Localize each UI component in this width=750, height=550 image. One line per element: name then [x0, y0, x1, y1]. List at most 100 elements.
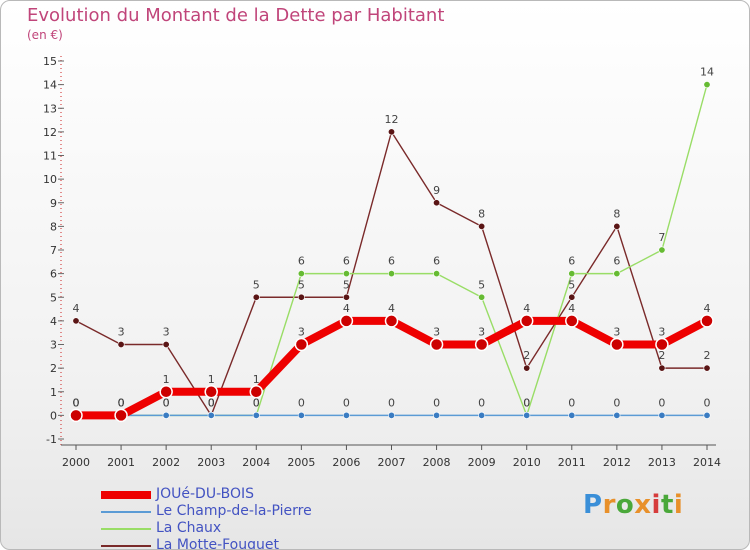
- x-tick-label: 2010: [513, 456, 541, 469]
- data-label: 1: [208, 373, 215, 386]
- data-label: 0: [163, 396, 170, 409]
- data-point: [568, 293, 576, 301]
- data-label: 8: [613, 207, 620, 220]
- data-label: 0: [613, 396, 620, 409]
- data-point: [658, 411, 666, 419]
- data-point: [207, 411, 215, 419]
- data-label: 6: [343, 255, 350, 268]
- proxiti-logo: Proxiti: [583, 490, 683, 520]
- data-label: 14: [700, 66, 714, 79]
- y-tick-label: 15: [43, 55, 57, 68]
- logo-letter: o: [615, 490, 635, 520]
- x-tick-label: 2007: [378, 456, 406, 469]
- y-tick-label: 11: [43, 150, 57, 163]
- data-label: 0: [343, 396, 350, 409]
- y-tick-label: 14: [43, 79, 57, 92]
- data-label: 0: [208, 396, 215, 409]
- data-label: 5: [478, 278, 485, 291]
- chart-title: Evolution du Montant de la Dette par Hab…: [27, 5, 445, 26]
- data-label: 6: [388, 255, 395, 268]
- data-label: 3: [163, 326, 170, 339]
- data-point: [297, 293, 305, 301]
- data-point: [523, 411, 531, 419]
- data-label: 0: [73, 396, 80, 409]
- x-tick-label: 2012: [603, 456, 631, 469]
- data-point: [342, 270, 350, 278]
- data-label: 4: [388, 302, 395, 315]
- data-point: [523, 364, 531, 372]
- data-point: [342, 293, 350, 301]
- data-point: [72, 317, 80, 325]
- y-tick-label: 3: [50, 339, 57, 352]
- data-label: 3: [118, 326, 125, 339]
- y-tick-label: 10: [43, 173, 57, 186]
- y-tick-label: 5: [50, 291, 57, 304]
- data-label: 2: [523, 349, 530, 362]
- y-tick-label: 2: [50, 362, 57, 375]
- x-tick-label: 2004: [242, 456, 270, 469]
- legend-swatch: [101, 545, 151, 547]
- data-label: 0: [208, 396, 215, 409]
- y-tick-label: 1: [50, 386, 57, 399]
- y-tick-label: 9: [50, 197, 57, 210]
- y-tick-label: 4: [50, 315, 57, 328]
- data-label: 5: [568, 278, 575, 291]
- x-tick-label: 2005: [287, 456, 315, 469]
- data-point: [613, 270, 621, 278]
- data-label: 0: [118, 396, 125, 409]
- data-label: 2: [658, 349, 665, 362]
- data-point: [519, 314, 534, 328]
- x-tick-label: 2011: [558, 456, 586, 469]
- x-tick-label: 2008: [423, 456, 451, 469]
- data-point: [478, 411, 486, 419]
- data-point: [568, 270, 576, 278]
- data-point: [658, 364, 666, 372]
- data-point: [655, 337, 669, 352]
- x-tick-label: 2001: [107, 456, 135, 469]
- data-point: [387, 128, 395, 136]
- data-label: 6: [298, 255, 305, 268]
- data-point: [474, 337, 489, 352]
- legend-label: JOUé-DU-BOIS: [156, 486, 255, 502]
- x-tick-label: 2002: [152, 456, 180, 469]
- data-point: [297, 411, 305, 419]
- data-point: [565, 314, 579, 328]
- data-point: [478, 222, 486, 230]
- data-point: [610, 337, 624, 352]
- data-label: 4: [343, 302, 350, 315]
- data-label: 7: [658, 231, 665, 244]
- data-point: [433, 270, 441, 278]
- data-label: 0: [388, 396, 395, 409]
- data-label: 0: [568, 396, 575, 409]
- data-point: [69, 408, 83, 423]
- data-label: 0: [523, 396, 530, 409]
- data-point: [249, 385, 264, 399]
- data-point: [162, 340, 170, 348]
- y-tick-label: 0: [50, 409, 57, 422]
- data-point: [342, 411, 350, 419]
- data-label: 0: [298, 396, 305, 409]
- data-point: [703, 411, 711, 419]
- x-tick-label: 2003: [197, 456, 225, 469]
- data-point: [204, 385, 218, 399]
- data-label: 0: [118, 396, 125, 409]
- data-point: [658, 246, 666, 254]
- data-point: [339, 314, 354, 328]
- legend-label: La Chaux: [156, 520, 222, 536]
- data-label: 3: [658, 326, 665, 339]
- data-label: 0: [73, 396, 80, 409]
- logo-letter: P: [583, 490, 603, 520]
- data-label: 0: [163, 396, 170, 409]
- data-point: [162, 411, 170, 419]
- logo-letter: r: [602, 490, 616, 520]
- data-label: 12: [385, 113, 399, 126]
- data-label: 4: [73, 302, 80, 315]
- data-label: 0: [658, 396, 665, 409]
- data-label: 3: [433, 326, 440, 339]
- data-label: 0: [253, 396, 260, 409]
- series-layer: [69, 81, 714, 423]
- data-label: 0: [523, 396, 530, 409]
- data-label: 9: [433, 184, 440, 197]
